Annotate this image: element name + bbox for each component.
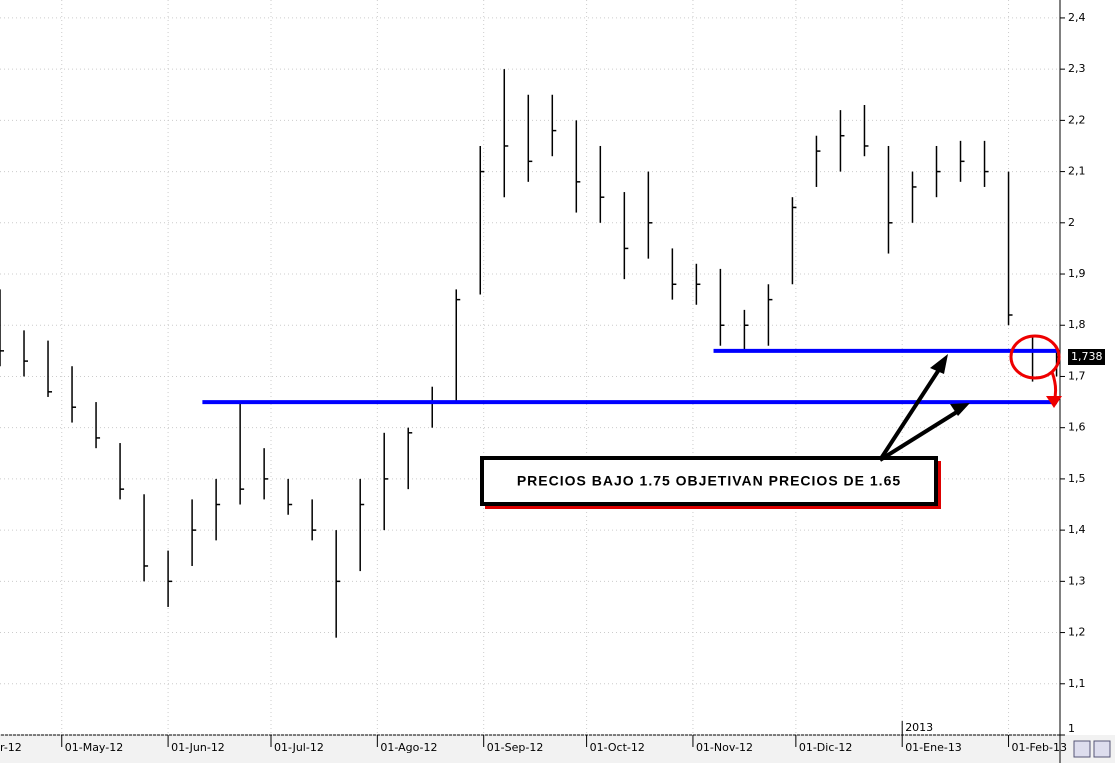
- arrow: [878, 363, 944, 462]
- y-tick-label: 1: [1068, 722, 1075, 735]
- last-price-box: [1068, 349, 1105, 365]
- x-tick-label: 01-Sep-12: [487, 741, 544, 754]
- y-tick-label: 1,7: [1068, 369, 1086, 382]
- y-tick-label: 1,5: [1068, 472, 1086, 485]
- y-tick-label: 1,9: [1068, 267, 1086, 280]
- red-arrowhead: [1046, 396, 1062, 408]
- x-tick-label: 01-Ene-13: [905, 741, 962, 754]
- x-tick-label: 01-Nov-12: [696, 741, 753, 754]
- y-tick-label: 1,6: [1068, 421, 1086, 434]
- y-tick-label: 1,2: [1068, 626, 1086, 639]
- y-tick-label: 1,4: [1068, 523, 1086, 536]
- arrow: [878, 408, 962, 462]
- annotation-text: PRECIOS BAJO 1.75 OBJETIVAN PRECIOS DE 1…: [517, 473, 901, 489]
- y-tick-label: 2,1: [1068, 165, 1086, 178]
- arrowhead: [950, 403, 970, 416]
- x-tick-label: r-12: [0, 741, 22, 754]
- x-tick-label: 01-Ago-12: [380, 741, 437, 754]
- last-price-label: 1,738: [1071, 350, 1103, 363]
- x-axis-band: [0, 735, 1115, 763]
- x-tick-label: 01-Feb-13: [1012, 741, 1067, 754]
- annotation-shapes: [480, 334, 1062, 509]
- y-tick-label: 2,4: [1068, 11, 1086, 24]
- x-tick-label: 01-Dic-12: [799, 741, 853, 754]
- y-tick-label: 2,2: [1068, 113, 1086, 126]
- x-tick-label: 01-Jul-12: [274, 741, 324, 754]
- x-tick-label: 01-May-12: [65, 741, 123, 754]
- save-button[interactable]: [1073, 740, 1091, 758]
- y-tick-label: 1,1: [1068, 677, 1086, 690]
- x-tick-label: 01-Jun-12: [171, 741, 225, 754]
- x-tick-label: 01-Oct-12: [590, 741, 645, 754]
- y-tick-label: 1,8: [1068, 318, 1086, 331]
- y-tick-label: 2: [1068, 216, 1075, 229]
- print-button[interactable]: [1093, 740, 1111, 758]
- y-tick-label: 2,3: [1068, 62, 1086, 75]
- highlight-circle: [1009, 334, 1061, 380]
- annotation-box: [480, 456, 938, 506]
- year-label: 2013: [905, 721, 933, 734]
- plot-layer: 1 1,1 1,2 1,3 1,4 1,5 1,6 1,7 1,8 1,9 2 2,1 2,2 2,3 2,…: [0, 0, 1105, 754]
- y-tick-label: 1,3: [1068, 574, 1086, 587]
- arrowhead: [930, 354, 948, 374]
